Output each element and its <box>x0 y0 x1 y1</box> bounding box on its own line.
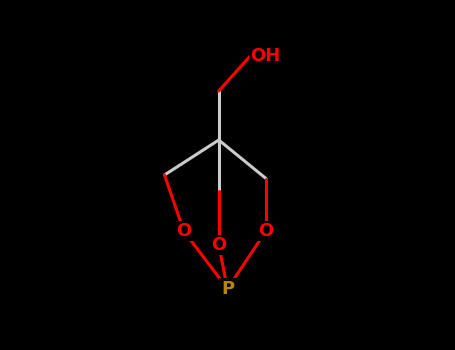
Text: OH: OH <box>250 47 280 65</box>
Text: P: P <box>221 280 234 298</box>
Text: O: O <box>258 222 273 240</box>
Text: O: O <box>211 236 227 254</box>
Text: O: O <box>176 222 192 240</box>
